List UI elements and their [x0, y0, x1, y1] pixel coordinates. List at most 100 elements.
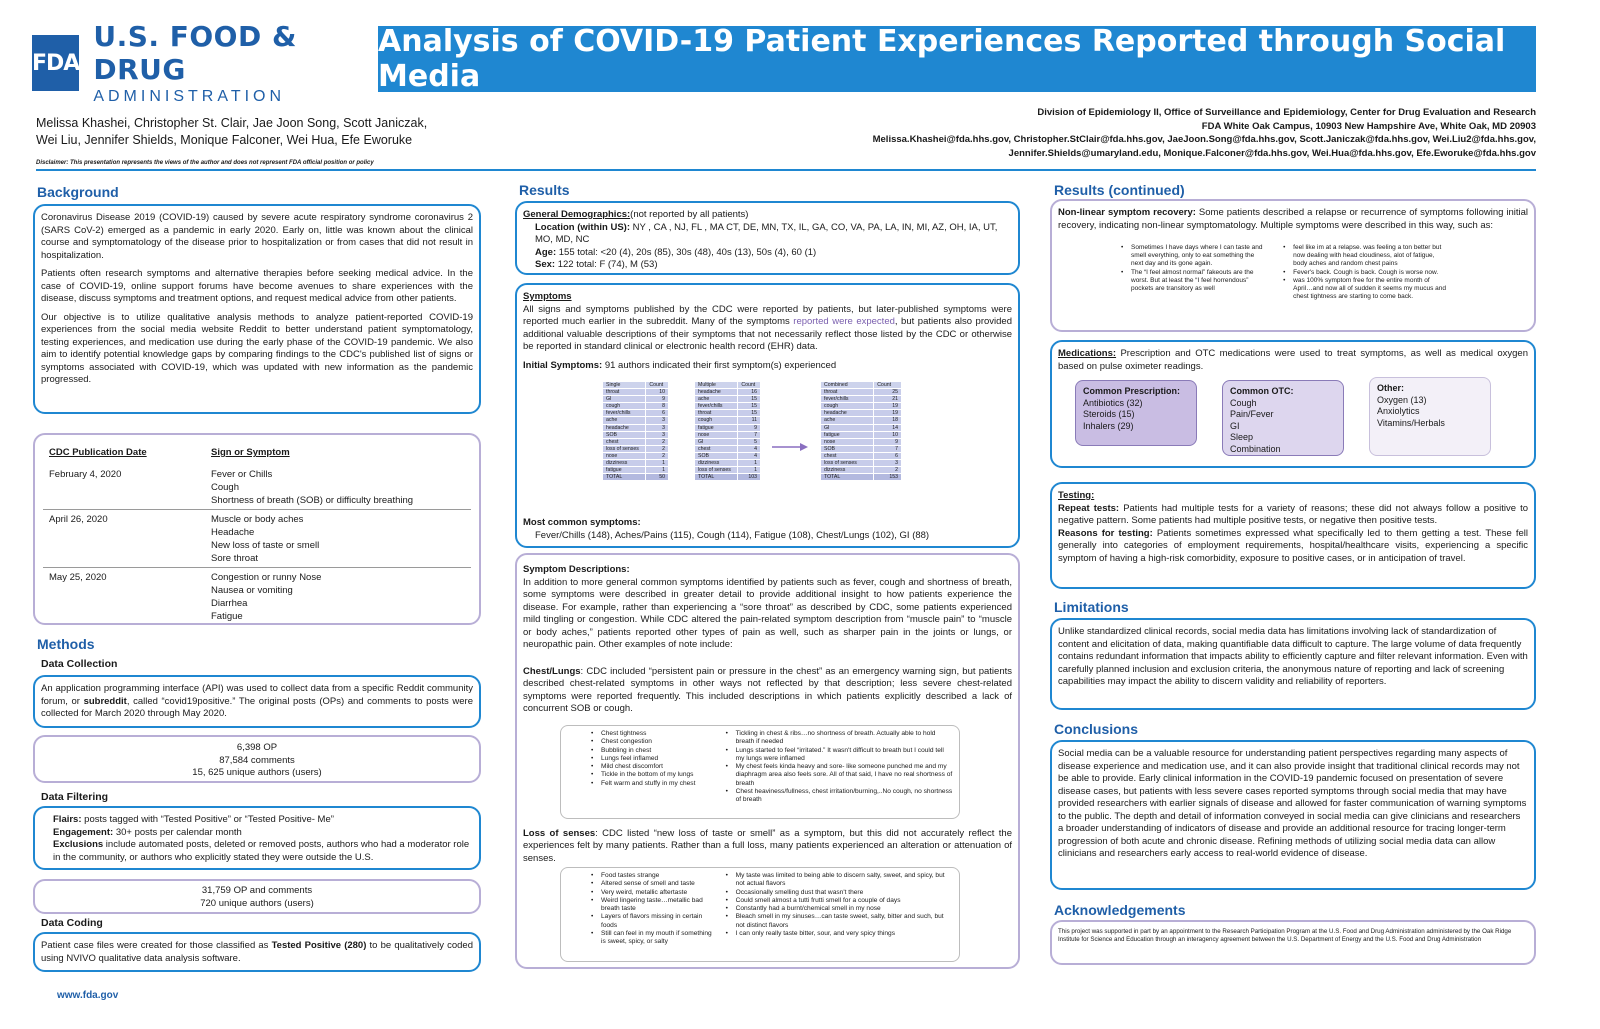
fda-website-link[interactable]: www.fda.gov	[57, 990, 119, 1001]
exclusions-line: Exclusions include automated posts, dele…	[53, 839, 473, 864]
mini-total-label: TOTAL	[601, 473, 647, 482]
nonlinear-quotes-right: feel like im at a relapse. was feeling a…	[1283, 244, 1449, 318]
flairs-line: Flairs: posts tagged with “Tested Positi…	[53, 814, 473, 827]
sex-label: Sex:	[535, 259, 556, 270]
list-item: The “I feel almost normal” fakeouts are …	[1121, 269, 1263, 294]
data-collection-text-a: An application programming interface (AP…	[41, 683, 473, 707]
chest-quotes-box: Chest tightnessChest congestionBubbling …	[560, 725, 960, 819]
cdc-sign: Nausea or vomiting	[211, 584, 293, 596]
flairs-text: posts tagged with “Tested Positive” or “…	[81, 814, 334, 825]
list-item: feel like im at a relapse. was feeling a…	[1283, 244, 1449, 269]
header-divider	[36, 169, 1536, 171]
limitations-title: Limitations	[1054, 599, 1129, 615]
mini-cell-symptom: nose	[819, 437, 875, 446]
prescription-item: Antibiotics (32)	[1083, 397, 1143, 408]
mini-cell-symptom: loss of senses	[693, 466, 739, 475]
senses-list: Food tastes strangeAltered sense of smel…	[567, 872, 716, 957]
cdc-signs: Fever or Chills Cough Shortness of breat…	[205, 467, 471, 510]
mini-cell-count: 19	[873, 409, 902, 418]
mini-cell-symptom: fatigue	[693, 423, 739, 432]
mini-table-row: fatigue 10	[819, 430, 902, 439]
mini-cell-count: 3	[873, 459, 902, 468]
most-common-block: Most common symptoms: Fever/Chills (148)…	[517, 517, 935, 542]
cdc-sign: Fatigue	[211, 610, 243, 622]
mini-cell-count: 9	[873, 437, 902, 446]
results-continued-title: Results (continued)	[1054, 182, 1185, 198]
data-coding-a: Patient case files were created for thos…	[41, 940, 272, 951]
data-filtering-title: Data Filtering	[41, 791, 109, 803]
count-op: 6,398 OP	[236, 742, 278, 753]
cdc-date: May 25, 2020	[49, 571, 107, 583]
mini-cell-symptom: fever/chills	[601, 409, 647, 418]
list-item: My chest feels kinda heavy and sore- lik…	[726, 763, 953, 788]
mini-cell-count: 2	[645, 437, 669, 446]
location-line: Location (within US): NY , CA , NJ, FL ,…	[523, 222, 1012, 247]
acknowledgements-text: This project was supported in part by an…	[1058, 928, 1512, 943]
mini-table-row: fever/chills 21	[819, 395, 902, 404]
chest-body: : CDC included “persistent pain or press…	[523, 665, 1012, 715]
mini-col-header: Count	[737, 380, 761, 390]
mini-cell-symptom: chest	[601, 437, 647, 446]
affiliations: Division of Epidemiology II, Office of S…	[776, 106, 1536, 160]
mini-cell-count: 3	[645, 416, 669, 425]
exclusions-label: Exclusions	[53, 839, 104, 850]
mini-table-row: SOB 4	[693, 451, 761, 461]
mini-cell-symptom: chest	[693, 444, 739, 453]
mini-col-header: Count	[645, 380, 669, 390]
mini-table-row: throat 10	[601, 388, 669, 397]
repeat-text: Patients had multiple tests for a variet…	[1058, 502, 1528, 527]
mini-total-label: TOTAL	[693, 473, 739, 482]
conclusions-box: Social media can be a valuable resource …	[1050, 740, 1536, 890]
data-collection-text-c: , called “covid19positive.” The original…	[41, 695, 473, 720]
symptoms-heading: Symptoms	[523, 291, 1012, 304]
chest-label: Chest/Lungs	[523, 665, 581, 677]
cdc-row: April 26, 2020 Muscle or body aches Head…	[43, 509, 471, 568]
desc-text: In addition to more general common sympt…	[523, 576, 1012, 651]
initial-text: 91 authors indicated their first symptom…	[602, 359, 837, 371]
list-item: Sometimes I have days where I can taste …	[1121, 244, 1263, 269]
cdc-signs: Muscle or body aches Headache New loss o…	[205, 509, 471, 568]
list-item: Still can feel in my mouth if something …	[591, 930, 716, 947]
demographics-note: (not reported by all patients)	[630, 209, 749, 220]
mini-cell-count: 10	[645, 388, 669, 397]
list-item: Chest tightness	[591, 730, 716, 739]
cdc-row: May 25, 2020 Congestion or runny Nose Na…	[43, 567, 471, 625]
prescription-item: Steroids (15)	[1083, 409, 1135, 419]
mini-table-row: headache 19	[819, 409, 902, 418]
demographics-box: General Demographics:(not reported by al…	[515, 201, 1020, 275]
mini-cell-symptom: ache	[819, 416, 875, 425]
demographics-heading: General Demographics:(not reported by al…	[523, 209, 1012, 222]
mini-table-row: GI 14	[819, 423, 902, 432]
mini-table-row: headache 3	[601, 423, 669, 432]
cdc-sign: Headache	[211, 526, 255, 538]
mini-cell-count: 2	[645, 451, 669, 461]
count-authors: 15, 625 unique authors (users)	[192, 767, 322, 778]
cdc-sign: New loss of taste or smell	[211, 539, 320, 551]
senses-quotes-box: Food tastes strangeAltered sense of smel…	[560, 867, 960, 962]
mini-table-row: fatigue 9	[693, 423, 761, 432]
fda-logo-text: U.S. FOOD & DRUG ADMINISTRATION	[93, 20, 372, 106]
age-text: 155 total: <20 (4), 20s (85), 30s (48), …	[556, 246, 817, 258]
mini-total-count: 50	[645, 473, 669, 482]
mini-cell-symptom: nose	[693, 430, 739, 439]
list-item: Occasionally smelling dust that wasn't t…	[726, 889, 953, 898]
mini-cell-count: 9	[645, 395, 669, 404]
mini-table-row: cough 11	[693, 416, 761, 425]
symptoms-a: All signs and symptoms published by the …	[523, 303, 1012, 328]
cdc-date: April 26, 2020	[43, 509, 205, 568]
mini-total-label: TOTAL	[819, 473, 875, 482]
initial-multiple-table: Multiple Count headache 16 ache 15 fever/chill…	[693, 380, 761, 482]
mini-table-row: headache 16	[693, 388, 761, 397]
mini-cell-symptom: fever/chills	[819, 395, 875, 404]
mini-table-row: dizziness 1	[693, 459, 761, 468]
list-item: Chest heaviness/fullness, chest irritati…	[726, 788, 953, 805]
mini-table-row: cough 8	[601, 402, 669, 411]
otc-item: Combination	[1230, 443, 1281, 454]
mini-col-header: Single	[601, 380, 647, 390]
mini-cell-count: 1	[645, 466, 669, 475]
list-item: Could smell almost a tutti frutti smell …	[726, 897, 953, 906]
mini-cell-count: 1	[737, 466, 761, 475]
otc-item: Sleep	[1230, 432, 1254, 442]
data-collection-text-b: subreddit	[83, 695, 127, 707]
affil-line2: FDA White Oak Campus, 10903 New Hampshir…	[1201, 120, 1536, 132]
